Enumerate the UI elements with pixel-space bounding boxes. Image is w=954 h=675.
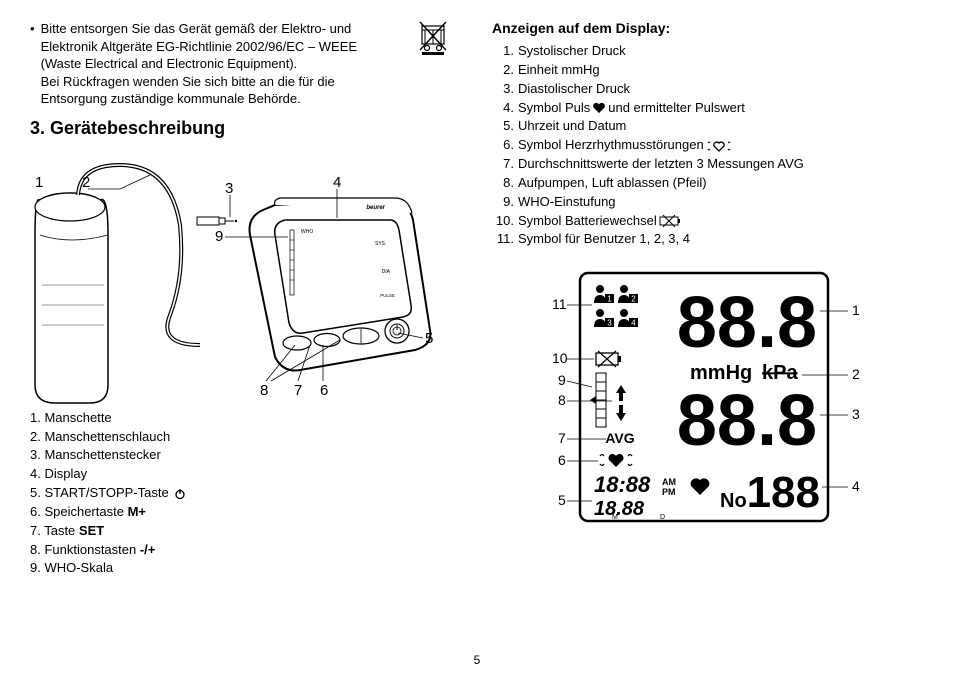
bullet-dot: • xyxy=(30,20,35,108)
legend-item: 9. WHO-Skala xyxy=(30,559,462,578)
legend-item: 2. Manschettenschlauch xyxy=(30,428,462,447)
svg-text:4: 4 xyxy=(333,174,341,191)
svg-text:2: 2 xyxy=(852,366,860,382)
legend-item: 1. Manschette xyxy=(30,409,462,428)
svg-text:2: 2 xyxy=(631,295,636,304)
section-title: 3. Gerätebeschreibung xyxy=(30,118,462,139)
svg-text:6: 6 xyxy=(320,382,328,399)
legend-item: 6. Speichertaste M+ xyxy=(30,503,462,522)
svg-text:10: 10 xyxy=(552,350,568,366)
svg-text:No: No xyxy=(720,490,747,512)
svg-text:18.88: 18.88 xyxy=(594,498,645,520)
legend-item: 7. Taste SET xyxy=(30,522,462,541)
svg-text:5: 5 xyxy=(425,330,433,347)
page-number: 5 xyxy=(474,653,481,667)
svg-text:3: 3 xyxy=(225,180,233,197)
svg-text:D: D xyxy=(660,514,665,521)
svg-text:7: 7 xyxy=(558,430,566,446)
legend-item: 3. Manschettenstecker xyxy=(30,446,462,465)
svg-text:AM: AM xyxy=(662,477,676,487)
battery-x-icon xyxy=(659,214,683,228)
legend-item: 5. START/STOPP-Taste xyxy=(30,484,462,503)
svg-text:AVG: AVG xyxy=(605,430,634,446)
svg-text:1: 1 xyxy=(852,302,860,318)
who-label: WHO xyxy=(301,229,313,235)
svg-text:DIA: DIA xyxy=(382,269,391,275)
disposal-text: Bitte entsorgen Sie das Gerät gemäß der … xyxy=(41,20,462,108)
svg-text:8: 8 xyxy=(558,392,566,408)
svg-text:M: M xyxy=(612,514,618,521)
svg-text:SYS: SYS xyxy=(375,241,386,247)
device-svg: WHO SYS DIA PULSE beurer xyxy=(30,145,450,405)
display-heading: Anzeigen auf dem Display: xyxy=(492,20,924,36)
svg-text:11: 11 xyxy=(552,296,567,312)
device-legend: 1. Manschette 2. Manschettenschlauch 3. … xyxy=(30,409,462,579)
display-list: 1.Systolischer Druck 2.Einheit mmHg 3.Di… xyxy=(492,42,924,249)
svg-text:188: 188 xyxy=(747,468,820,517)
svg-text:PULSE: PULSE xyxy=(380,293,395,298)
svg-text:4: 4 xyxy=(631,319,636,328)
svg-text:6: 6 xyxy=(558,452,566,468)
svg-text:1: 1 xyxy=(35,174,43,191)
svg-text:beurer: beurer xyxy=(366,205,385,211)
svg-text:88.8: 88.8 xyxy=(677,381,817,461)
legend-item: 8. Funktionstasten -/+ xyxy=(30,541,462,560)
svg-text:1: 1 xyxy=(607,295,612,304)
svg-text:7: 7 xyxy=(294,382,302,399)
svg-text:3: 3 xyxy=(607,319,612,328)
svg-text:3: 3 xyxy=(852,406,860,422)
svg-text:9: 9 xyxy=(215,228,223,245)
svg-text:8: 8 xyxy=(260,382,268,399)
svg-text:PM: PM xyxy=(662,487,676,497)
device-illustration: WHO SYS DIA PULSE beurer xyxy=(30,145,450,405)
svg-text:18:88: 18:88 xyxy=(594,472,651,497)
weee-icon xyxy=(418,20,448,61)
svg-text:9: 9 xyxy=(558,372,566,388)
svg-text:2: 2 xyxy=(82,174,90,191)
display-illustration: 88.8 1 2 3 4 mmHg kPa xyxy=(512,267,912,547)
heart-wave-icon xyxy=(706,139,732,153)
svg-text:4: 4 xyxy=(852,478,860,494)
legend-item: 4. Display xyxy=(30,465,462,484)
power-icon xyxy=(174,488,186,500)
heart-icon xyxy=(592,102,606,114)
svg-text:5: 5 xyxy=(558,492,566,508)
disposal-paragraph: • Bitte entsorgen Sie das Gerät gemäß de… xyxy=(30,20,462,108)
svg-text:88.8: 88.8 xyxy=(677,283,817,363)
